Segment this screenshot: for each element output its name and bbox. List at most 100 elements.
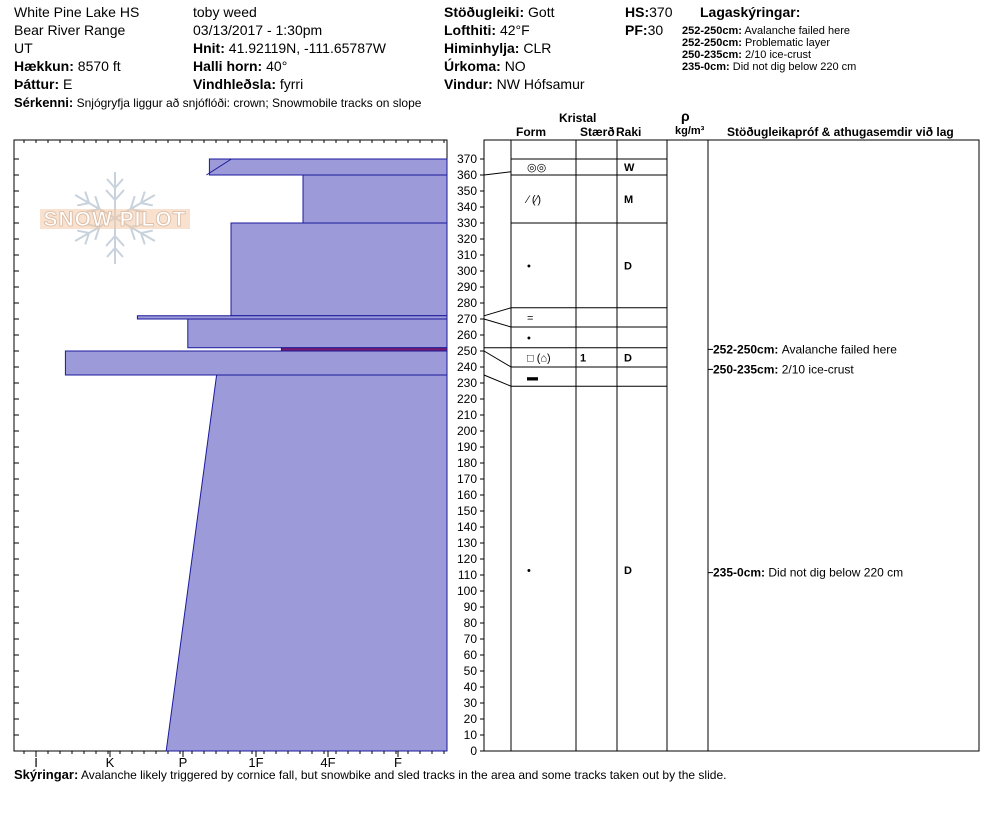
layer-comment: 235-0cm: Did not dig below 220 cm: [713, 566, 903, 580]
precipitation: Úrkoma: NO: [444, 58, 526, 74]
depth-tick-label: 130: [457, 536, 477, 550]
depth-tick-label: 340: [457, 200, 477, 214]
depth-tick-label: 160: [457, 488, 477, 502]
air-temp-label: Lofthiti:: [444, 22, 497, 38]
depth-tick-label: 300: [457, 264, 477, 278]
depth-tick-label: 80: [464, 616, 478, 630]
slope-label: Halli horn:: [193, 58, 263, 74]
snowflake-arm: [105, 172, 125, 218]
depth-tick-label: 360: [457, 168, 477, 182]
wind-loading: Vindhleðsla: fyrri: [193, 76, 303, 92]
layer-connector-line: [483, 374, 512, 387]
range-name: Bear River Range: [14, 22, 126, 38]
depth-tick-label: 210: [457, 408, 477, 422]
wind-loading-value: fyrri: [279, 76, 304, 92]
footer: Skýringar: Avalanche likely triggered by…: [14, 768, 726, 782]
precip-value: NO: [504, 58, 526, 74]
depth-tick-label: 10: [464, 728, 478, 742]
air-temp: Lofthiti: 42°F: [444, 22, 530, 38]
depth-tick-label: 90: [464, 600, 478, 614]
logo-text: SNOW PILOT: [44, 208, 187, 231]
layer-connector-line: [483, 307, 512, 317]
layer-comment-text: Did not dig below 220 cm: [768, 566, 903, 580]
sky-cover: Himinhylja: CLR: [444, 40, 551, 56]
depth-tick-label: 320: [457, 232, 477, 246]
features-value: Snjógryfja liggur að snjóflóði: crown; S…: [76, 96, 422, 110]
legend-title: Lagaskýringar:: [700, 4, 801, 20]
layer-comment-range: 252-250cm:: [713, 342, 782, 356]
layer-comment-range: 250-235cm:: [713, 362, 782, 376]
aspect-value: E: [63, 76, 73, 92]
elevation-label: Hækkun:: [14, 58, 74, 74]
depth-tick-label: 370: [457, 152, 477, 166]
hardness-tick-label: I: [34, 755, 38, 770]
hs-value: 370: [649, 4, 673, 20]
hardness-layer-360-330: [302, 174, 448, 224]
depth-tick-label: 230: [457, 376, 477, 390]
depth-tick-label: 220: [457, 392, 477, 406]
depth-tick-label: 350: [457, 184, 477, 198]
depth-tick-label: 310: [457, 248, 477, 262]
crystal-form-symbol: ⁄ (⁄): [524, 194, 541, 206]
legend-item: 252-250cm: Avalanche failed here: [682, 25, 850, 37]
slope-value: 40°: [266, 58, 288, 74]
depth-tick-label: 140: [457, 520, 477, 534]
elevation: Hækkun: 8570 ft: [14, 58, 121, 74]
crystal-form-symbol: □ (⌂): [527, 352, 551, 364]
depth-tick-label: 120: [457, 552, 477, 566]
hardness-layer-370-360: [208, 158, 448, 176]
depth-tick-label: 250: [457, 344, 477, 358]
legend-item: 235-0cm: Did not dig below 220 cm: [682, 61, 857, 73]
precip-label: Úrkoma:: [444, 58, 501, 74]
depth-tick-label: 60: [464, 648, 478, 662]
depth-tick-label: 30: [464, 696, 478, 710]
layer-comment-text: 2/10 ice-crust: [782, 362, 855, 376]
hardness-layer-330-272: [230, 222, 448, 317]
layer-connector-line: [483, 318, 512, 328]
features-label: Sérkenni:: [14, 95, 74, 110]
header-form: Form: [516, 125, 546, 139]
legend-item: 252-250cm: Problematic layer: [682, 37, 830, 49]
state-name: UT: [14, 40, 33, 56]
coordinates: Hnit: 41.92119N, -111.65787W: [193, 40, 386, 56]
coords-label: Hnit:: [193, 40, 225, 56]
hardness-layer-235-0: [165, 374, 448, 752]
crystal-form-symbol: ◎◎: [527, 162, 546, 174]
depth-tick-label: 170: [457, 472, 477, 486]
depth-tick-label: 240: [457, 360, 477, 374]
depth-tick-label: 200: [457, 424, 477, 438]
depth-tick-label: 180: [457, 456, 477, 470]
depth-tick-label: 280: [457, 296, 477, 310]
sky-label: Himinhylja:: [444, 40, 520, 56]
header-moisture: Raki: [616, 125, 642, 139]
observer: toby weed: [193, 4, 257, 20]
hardness-layer-270-252: [187, 318, 448, 349]
logo-band: [40, 209, 190, 229]
layer-connector-line: [483, 171, 512, 176]
site-name: White Pine Lake HS: [14, 4, 140, 20]
depth-tick-label: 270: [457, 312, 477, 326]
layer-comment: 252-250cm: Avalanche failed here: [713, 342, 897, 356]
legend-list: 252-250cm: Avalanche failed here 252-250…: [682, 25, 856, 73]
header-comments: Stöðugleikapróf & athugasemdir við lag: [727, 126, 954, 139]
layer-comment: 250-235cm: 2/10 ice-crust: [713, 362, 854, 376]
crystal-size: 1: [580, 352, 586, 364]
hs-label: HS:: [625, 4, 650, 20]
wind-label: Vindur:: [444, 76, 493, 92]
header-crystal: Kristal: [559, 111, 597, 125]
depth-tick-label: 330: [457, 216, 477, 230]
depth-tick-label: 70: [464, 632, 478, 646]
wind: Vindur: NW Hófsamur: [444, 76, 585, 92]
hardness-layer-250-235: [64, 350, 448, 376]
depth-tick-label: 190: [457, 440, 477, 454]
crystal-form-symbol: =: [527, 312, 533, 324]
snow-height: HS:370: [625, 4, 672, 20]
depth-tick-label: 260: [457, 328, 477, 342]
foot-penetration: PF:30: [625, 22, 663, 38]
stability-label: Stöðugleiki:: [444, 4, 525, 20]
layer-connector-line: [483, 350, 512, 368]
footer-text: Avalanche likely triggered by cornice fa…: [80, 768, 727, 782]
air-temp-value: 42°F: [499, 22, 530, 38]
hardness-tick-label: 1F: [248, 755, 263, 770]
